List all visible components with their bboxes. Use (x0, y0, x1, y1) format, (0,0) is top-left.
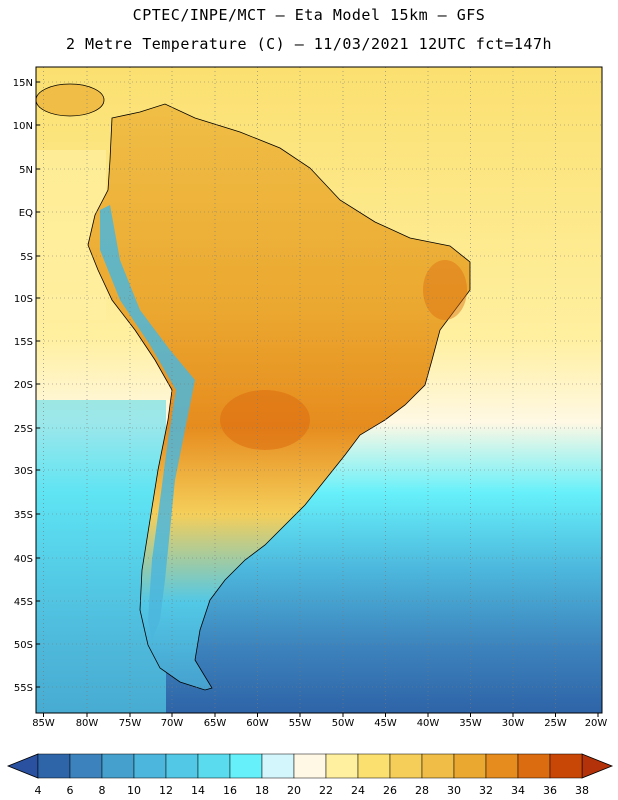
colorbar-cell (165, 753, 199, 779)
lon-label: 50W (332, 718, 355, 729)
colorbar-low-arrow (6, 753, 39, 779)
colorbar-label: 30 (447, 784, 461, 797)
colorbar-cell (133, 753, 167, 779)
lon-label: 70W (161, 718, 184, 729)
lat-label: 15N (13, 78, 33, 89)
colorbar-label: 14 (191, 784, 205, 797)
lat-label: 30S (14, 466, 33, 477)
map-title-line1: CPTEC/INPE/MCT – Eta Model 15km – GFS (132, 6, 486, 24)
lon-label: 85W (32, 718, 55, 729)
colorbar-cell (549, 753, 583, 779)
colorbar-label: 28 (415, 784, 429, 797)
colorbar-label: 34 (511, 784, 525, 797)
colorbar-cell (69, 753, 103, 779)
lon-label: 20W (585, 718, 608, 729)
colorbar-cell (229, 753, 263, 779)
colorbar-label: 32 (479, 784, 493, 797)
lon-ticks (43, 713, 599, 717)
colorbar-cell (389, 753, 423, 779)
colorbar-label: 16 (223, 784, 237, 797)
colorbar-cell (101, 753, 135, 779)
lat-label: 5N (19, 165, 33, 176)
colorbar-cell (517, 753, 551, 779)
map-title-line2: 2 Metre Temperature (C) – 11/03/2021 12U… (65, 35, 553, 53)
map-frame (35, 66, 603, 714)
colorbar-labels: 4 6 8 10 12 14 16 18 20 22 24 26 28 30 32 34 36 38 (35, 784, 590, 797)
lon-label: 80W (76, 718, 99, 729)
colorbar-label: 8 (99, 784, 106, 797)
colorbar-label: 10 (127, 784, 141, 797)
colorbar-label: 20 (287, 784, 301, 797)
lon-label: 40W (417, 718, 440, 729)
colorbar-label: 38 (575, 784, 589, 797)
colorbar-cell (197, 753, 231, 779)
lon-label: 35W (459, 718, 482, 729)
colorbar-cell (325, 753, 359, 779)
lat-label: 50S (14, 640, 33, 651)
colorbar-cell (357, 753, 391, 779)
colorbar-cell (37, 753, 71, 779)
lon-label: 60W (246, 718, 269, 729)
central-america (36, 83, 105, 117)
colorbar-cell (293, 753, 327, 779)
colorbar-label: 18 (255, 784, 269, 797)
colorbar-cells (37, 753, 583, 779)
lat-ticks (36, 81, 40, 688)
lon-labels: 85W 80W 75W 70W 65W 60W 55W 50W 45W 40W … (32, 718, 607, 729)
lat-label: 10S (14, 294, 33, 305)
colorbar-label: 24 (351, 784, 365, 797)
lon-label: 55W (289, 718, 312, 729)
colorbar-cell (453, 753, 487, 779)
lat-label: EQ (19, 208, 33, 219)
lon-label: 30W (502, 718, 525, 729)
colorbar-label: 6 (67, 784, 74, 797)
lon-label: 75W (119, 718, 142, 729)
lat-label: 10N (13, 121, 33, 132)
colorbar-label: 12 (159, 784, 173, 797)
lat-label: 45S (14, 597, 33, 608)
colorbar: 4 6 8 10 12 14 16 18 20 22 24 26 28 30 32 34 36 38 (6, 753, 614, 797)
colorbar-cell (261, 753, 295, 779)
andes-cold-ridge (100, 205, 195, 640)
lat-label: 55S (14, 683, 33, 694)
colorbar-label: 4 (35, 784, 42, 797)
colorbar-label: 36 (543, 784, 557, 797)
colorbar-label: 26 (383, 784, 397, 797)
lat-label: 25S (14, 424, 33, 435)
lat-label: 20S (14, 380, 33, 391)
hot-spot-northeast (423, 260, 467, 320)
colorbar-cell (485, 753, 519, 779)
lat-label: 35S (14, 510, 33, 521)
colorbar-cell (421, 753, 455, 779)
lon-label: 65W (204, 718, 227, 729)
lat-label: 5S (20, 252, 33, 263)
lat-labels: 15N 10N 5N EQ 5S 10S 15S 20S 25S 30S 35S… (13, 78, 33, 694)
colorbar-label: 22 (319, 784, 333, 797)
lat-label: 40S (14, 554, 33, 565)
hot-spot-paraguay (220, 390, 310, 450)
lon-label: 25W (544, 718, 567, 729)
colorbar-high-arrow (581, 753, 614, 779)
lat-label: 15S (14, 337, 33, 348)
lon-label: 45W (374, 718, 397, 729)
